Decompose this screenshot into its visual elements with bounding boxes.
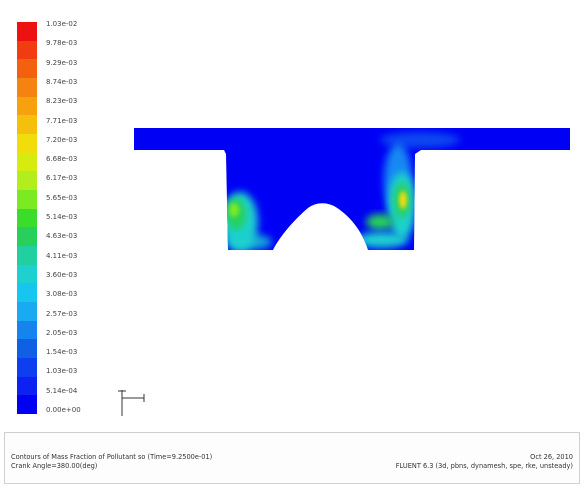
- legend-swatch: [17, 264, 37, 284]
- color-legend: 1.03e-02 9.78e-03 9.29e-03 8.74e-03 8.23e-03…: [13, 20, 108, 415]
- contour-right-plume: [356, 144, 416, 248]
- legend-labels: 1.03e-02 9.78e-03 9.29e-03 8.74e-03 8.23e-03…: [46, 20, 116, 414]
- solver-info-label: FLUENT 6.3 (3d, pbns, dynamesh, spe, rke…: [395, 462, 573, 470]
- legend-swatch: [17, 358, 37, 378]
- legend-tick-label: 2.05e-03: [46, 328, 78, 337]
- legend-tick-label: 6.17e-03: [46, 174, 78, 183]
- legend-tick-label: 3.08e-03: [46, 290, 78, 299]
- contour-left-plume: [222, 192, 272, 250]
- legend-swatch: [17, 190, 37, 210]
- info-panel: Contours of Mass Fraction of Pollutant s…: [4, 432, 580, 484]
- legend-tick-label: 9.29e-03: [46, 58, 78, 67]
- legend-colorbar: [17, 22, 37, 415]
- legend-tick-label: 5.14e-03: [46, 213, 78, 221]
- legend-swatch: [17, 171, 37, 191]
- legend-swatch: [17, 22, 37, 42]
- legend-tick-label: 4.63e-03: [46, 232, 78, 241]
- legend-swatch: [17, 246, 37, 266]
- graphics-viewport[interactable]: 1.03e-02 9.78e-03 9.29e-03 8.74e-03 8.23e-03…: [0, 0, 584, 430]
- legend-swatch: [17, 152, 37, 172]
- legend-swatch: [17, 96, 37, 116]
- legend-tick-label: 0.00e+00: [46, 406, 81, 414]
- legend-swatch: [17, 115, 37, 135]
- legend-tick-label: 1.03e-02: [46, 20, 78, 28]
- legend-swatch: [17, 320, 37, 340]
- crank-angle-label: Crank Angle=380.00(deg): [11, 462, 98, 470]
- legend-tick-label: 3.60e-03: [46, 270, 78, 279]
- legend-tick-label: 8.74e-03: [46, 77, 78, 86]
- legend-tick-label: 2.57e-03: [46, 309, 78, 318]
- legend-tick-label: 5.14e-04: [46, 386, 78, 395]
- legend-tick-label: 6.68e-03: [46, 155, 78, 164]
- legend-tick-label: 8.23e-03: [46, 97, 78, 106]
- legend-swatch: [17, 208, 37, 228]
- legend-tick-label: 7.20e-03: [46, 135, 78, 144]
- legend-swatch: [17, 395, 37, 415]
- date-label: Oct 26, 2010: [530, 453, 573, 461]
- legend-swatch: [17, 40, 37, 60]
- legend-tick-label: 7.71e-03: [46, 116, 78, 125]
- legend-swatch: [17, 283, 37, 303]
- legend-swatch: [17, 78, 37, 98]
- legend-tick-label: 9.78e-03: [46, 39, 78, 48]
- legend-swatch: [17, 134, 37, 154]
- legend-swatch: [17, 59, 37, 79]
- domain-background: [134, 128, 570, 250]
- plot-caption: Contours of Mass Fraction of Pollutant s…: [11, 453, 213, 461]
- legend-tick-label: 5.65e-03: [46, 193, 78, 202]
- contour-plot: [134, 128, 570, 250]
- legend-tick-label: 4.11e-03: [46, 251, 78, 260]
- contour-streak-top: [380, 132, 460, 148]
- legend-swatch: [17, 376, 37, 396]
- legend-swatch: [17, 339, 37, 359]
- legend-swatch: [17, 302, 37, 322]
- legend-swatch: [17, 227, 37, 247]
- axis-triad-icon: [118, 390, 145, 416]
- legend-tick-label: 1.54e-03: [46, 348, 78, 357]
- legend-tick-label: 1.03e-03: [46, 367, 78, 376]
